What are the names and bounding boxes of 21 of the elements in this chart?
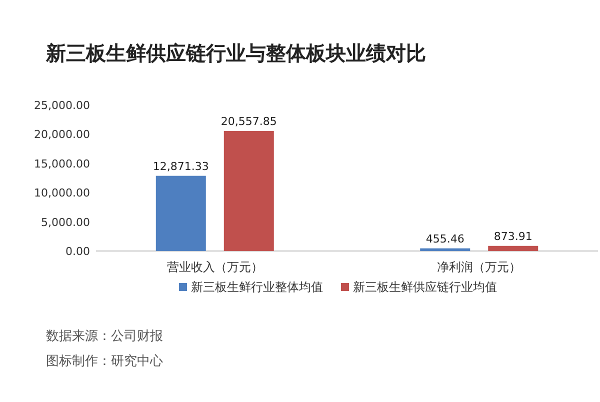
- y-tick-label: 20,000.00: [34, 128, 90, 142]
- bar: [156, 176, 206, 251]
- y-tick-label: 0.00: [66, 245, 90, 258]
- bar: [224, 130, 274, 251]
- text: 图标制作：研究中心: [46, 353, 163, 369]
- data-label: 20,557.85: [220, 114, 277, 128]
- y-tick-label: 5,000.00: [41, 216, 90, 229]
- data-label: 873.91: [494, 230, 532, 243]
- x-tick-label: 营业收入（万元）: [166, 260, 263, 274]
- y-tick-label: 15,000.00: [34, 157, 90, 170]
- bar: [420, 248, 470, 251]
- y-tick-label: 10,000.00: [34, 186, 90, 200]
- legend-label: 新三板生鲜供应链行业均值: [353, 280, 497, 294]
- legend-label: 新三板生鲜行业整体均值: [191, 280, 323, 294]
- source-note: 数据来源：公司财报: [46, 329, 163, 344]
- data-label: 455.46: [426, 232, 464, 246]
- x-tick-label: 净利润（万元）: [437, 260, 522, 274]
- y-tick-label: 25,000.00: [34, 99, 90, 112]
- data-label: 12,871.33: [152, 160, 209, 173]
- chart-title: 新三板生鲜供应链行业与整体板块业绩对比: [45, 41, 426, 65]
- bar: [488, 246, 538, 251]
